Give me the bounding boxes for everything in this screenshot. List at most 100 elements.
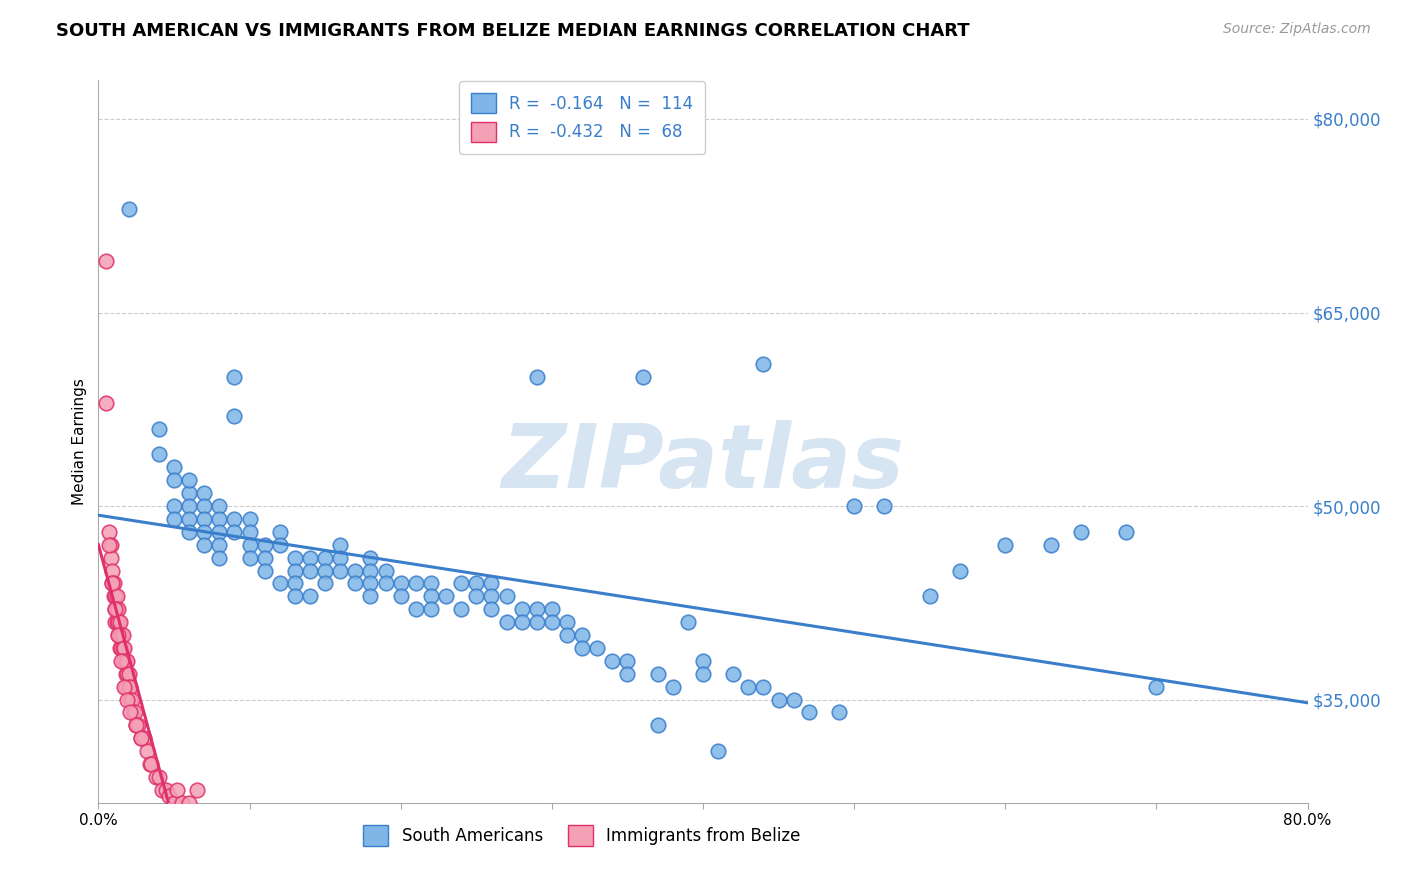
Point	[110, 628, 132, 642]
Point	[344, 576, 367, 591]
Point	[103, 590, 125, 604]
Point	[329, 564, 352, 578]
Point	[269, 538, 291, 552]
Y-axis label: Median Earnings: Median Earnings	[72, 378, 87, 505]
Point	[148, 422, 170, 436]
Point	[132, 731, 155, 746]
Text: ZIPatlas: ZIPatlas	[502, 420, 904, 507]
Point	[768, 692, 790, 706]
Point	[118, 680, 141, 694]
Point	[239, 512, 262, 526]
Point	[586, 640, 609, 655]
Point	[105, 602, 128, 616]
Point	[555, 628, 578, 642]
Point	[481, 590, 503, 604]
Point	[495, 615, 517, 630]
Point	[224, 409, 246, 423]
Point	[125, 718, 148, 732]
Point	[150, 783, 173, 797]
Point	[647, 718, 669, 732]
Point	[129, 731, 152, 746]
Point	[208, 538, 231, 552]
Point	[100, 538, 122, 552]
Point	[752, 357, 775, 371]
Point	[797, 706, 820, 720]
Point	[100, 550, 122, 565]
Point	[374, 564, 396, 578]
Point	[1039, 538, 1062, 552]
Point	[94, 396, 117, 410]
Point	[135, 744, 157, 758]
Point	[602, 654, 624, 668]
Point	[98, 524, 121, 539]
Point	[148, 447, 170, 461]
Point	[1115, 524, 1137, 539]
Point	[115, 666, 138, 681]
Point	[166, 783, 188, 797]
Point	[112, 680, 135, 694]
Point	[120, 680, 142, 694]
Point	[101, 576, 124, 591]
Point	[120, 706, 142, 720]
Point	[949, 564, 972, 578]
Point	[647, 666, 669, 681]
Point	[284, 550, 307, 565]
Point	[526, 602, 548, 616]
Point	[110, 640, 132, 655]
Point	[105, 615, 128, 630]
Point	[110, 654, 132, 668]
Point	[314, 576, 336, 591]
Point	[208, 512, 231, 526]
Point	[125, 718, 148, 732]
Point	[163, 473, 186, 487]
Point	[405, 602, 427, 616]
Point	[111, 628, 134, 642]
Point	[208, 499, 231, 513]
Point	[299, 590, 322, 604]
Point	[163, 499, 186, 513]
Point	[571, 628, 593, 642]
Point	[115, 692, 138, 706]
Point	[193, 512, 215, 526]
Point	[360, 576, 382, 591]
Point	[114, 680, 136, 694]
Point	[104, 602, 127, 616]
Text: Source: ZipAtlas.com: Source: ZipAtlas.com	[1223, 22, 1371, 37]
Point	[163, 512, 186, 526]
Point	[101, 576, 124, 591]
Point	[692, 666, 714, 681]
Point	[1144, 680, 1167, 694]
Point	[108, 628, 131, 642]
Point	[420, 576, 443, 591]
Point	[465, 576, 488, 591]
Text: SOUTH AMERICAN VS IMMIGRANTS FROM BELIZE MEDIAN EARNINGS CORRELATION CHART: SOUTH AMERICAN VS IMMIGRANTS FROM BELIZE…	[56, 22, 970, 40]
Point	[526, 615, 548, 630]
Point	[526, 370, 548, 384]
Point	[107, 615, 129, 630]
Point	[405, 576, 427, 591]
Point	[389, 590, 412, 604]
Point	[239, 524, 262, 539]
Point	[118, 666, 141, 681]
Point	[420, 590, 443, 604]
Point	[122, 706, 145, 720]
Point	[118, 202, 141, 217]
Point	[631, 370, 654, 384]
Point	[139, 757, 162, 772]
Point	[208, 524, 231, 539]
Point	[360, 550, 382, 565]
Point	[107, 628, 129, 642]
Point	[112, 654, 135, 668]
Point	[752, 680, 775, 694]
Point	[844, 499, 866, 513]
Point	[676, 615, 699, 630]
Point	[360, 590, 382, 604]
Point	[103, 576, 125, 591]
Point	[692, 654, 714, 668]
Point	[540, 602, 562, 616]
Point	[179, 796, 201, 810]
Point	[108, 640, 131, 655]
Point	[481, 576, 503, 591]
Point	[148, 770, 170, 784]
Point	[112, 640, 135, 655]
